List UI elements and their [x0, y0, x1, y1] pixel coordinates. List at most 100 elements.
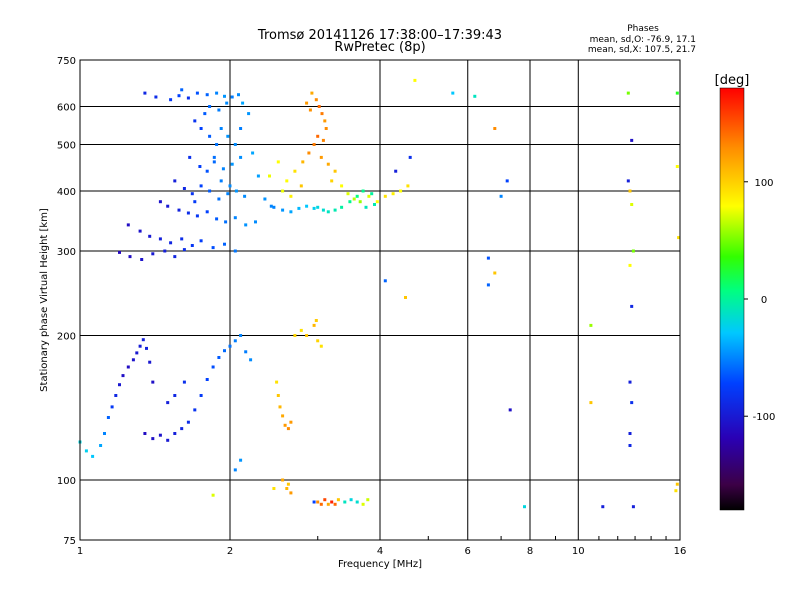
echo-point	[675, 482, 679, 486]
echo-point	[223, 94, 226, 98]
echo-point	[275, 380, 279, 384]
phases-x-line: mean, sd,X: 107.5, 21.7	[588, 45, 696, 55]
echo-point	[316, 205, 320, 209]
echo-point	[358, 200, 362, 204]
echo-point	[177, 94, 181, 98]
echo-point	[106, 416, 110, 419]
plot-frame	[79, 59, 681, 541]
echo-point	[180, 88, 184, 92]
echo-point	[674, 489, 678, 493]
echo-point	[188, 155, 192, 159]
y-tick-label: 200	[57, 332, 76, 343]
echo-point	[346, 192, 350, 196]
echo-point	[226, 134, 230, 138]
echo-point	[326, 210, 330, 214]
echo-point	[151, 437, 155, 441]
echo-point	[312, 323, 316, 327]
echo-point	[180, 237, 184, 241]
echo-point	[126, 223, 130, 227]
echo-point	[312, 143, 316, 146]
echo-point	[269, 204, 273, 208]
echo-point	[324, 127, 328, 130]
echo-point	[215, 143, 219, 146]
echo-point	[399, 189, 403, 193]
echo-point	[631, 505, 635, 509]
echo-point	[244, 223, 248, 227]
echo-point	[173, 255, 177, 259]
echo-point	[249, 358, 253, 362]
echo-point	[355, 500, 359, 504]
echo-point	[138, 229, 142, 233]
data-points	[78, 78, 681, 509]
x-tick-label: 2	[227, 546, 233, 557]
chart-subtitle: RwPretec (8p)	[334, 40, 425, 55]
colorbar	[719, 87, 745, 511]
echo-point	[630, 203, 634, 206]
echo-point	[239, 458, 243, 462]
echo-point	[343, 500, 347, 504]
echo-point	[505, 179, 509, 183]
echo-point	[193, 119, 197, 123]
echo-point	[233, 468, 237, 472]
echo-point	[316, 500, 320, 504]
echo-point	[281, 414, 285, 418]
echo-point	[326, 502, 330, 506]
echo-point	[630, 138, 634, 142]
echo-point	[293, 169, 297, 173]
echo-point	[205, 210, 209, 214]
echo-point	[493, 271, 497, 275]
echo-point	[239, 155, 243, 159]
echo-point	[340, 184, 344, 188]
echo-point	[307, 151, 311, 155]
echo-point	[243, 194, 247, 198]
echo-point	[333, 502, 337, 506]
echo-point	[406, 184, 410, 188]
echo-point	[166, 438, 170, 442]
echo-point	[198, 165, 202, 168]
y-tick-label: 600	[57, 103, 76, 114]
echo-point	[373, 203, 376, 206]
echo-point	[493, 127, 497, 130]
x-tick-label: 4	[377, 546, 383, 557]
echo-point	[251, 151, 255, 155]
echo-point	[312, 500, 316, 504]
echo-point	[383, 279, 387, 283]
echo-point	[208, 134, 212, 138]
echo-point	[316, 339, 320, 343]
echo-point	[237, 93, 240, 97]
echo-point	[628, 189, 632, 193]
echo-point	[211, 365, 215, 369]
echo-point	[151, 380, 155, 384]
echo-point	[219, 127, 223, 130]
echo-point	[314, 98, 318, 102]
echo-point	[217, 356, 221, 359]
echo-point	[589, 323, 593, 327]
y-tick-label: 75	[63, 536, 76, 547]
echo-point	[330, 500, 334, 504]
echo-point	[281, 208, 285, 212]
echo-point	[239, 334, 243, 337]
echo-point	[486, 283, 490, 287]
echo-point	[626, 91, 630, 95]
echo-point	[278, 405, 282, 409]
echo-point	[212, 155, 216, 159]
y-tick-label: 750	[57, 56, 76, 67]
echo-point	[173, 179, 177, 183]
echo-point	[286, 482, 290, 486]
echo-point	[299, 328, 303, 332]
echo-point	[289, 210, 293, 214]
echo-point	[263, 197, 267, 201]
echo-point	[281, 478, 285, 482]
echo-point	[285, 487, 289, 490]
echo-point	[675, 91, 679, 95]
y-axis-ticks: 75 100 200 300 400 500 600 750	[57, 56, 76, 547]
echo-point	[628, 263, 632, 267]
echo-point	[297, 206, 301, 210]
echo-point	[180, 427, 184, 431]
echo-point	[305, 204, 309, 208]
echo-point	[319, 502, 323, 506]
echo-point	[233, 216, 237, 220]
echo-point	[276, 160, 280, 164]
colorbar-tick-label: -100	[753, 412, 776, 423]
echo-point	[118, 250, 121, 254]
